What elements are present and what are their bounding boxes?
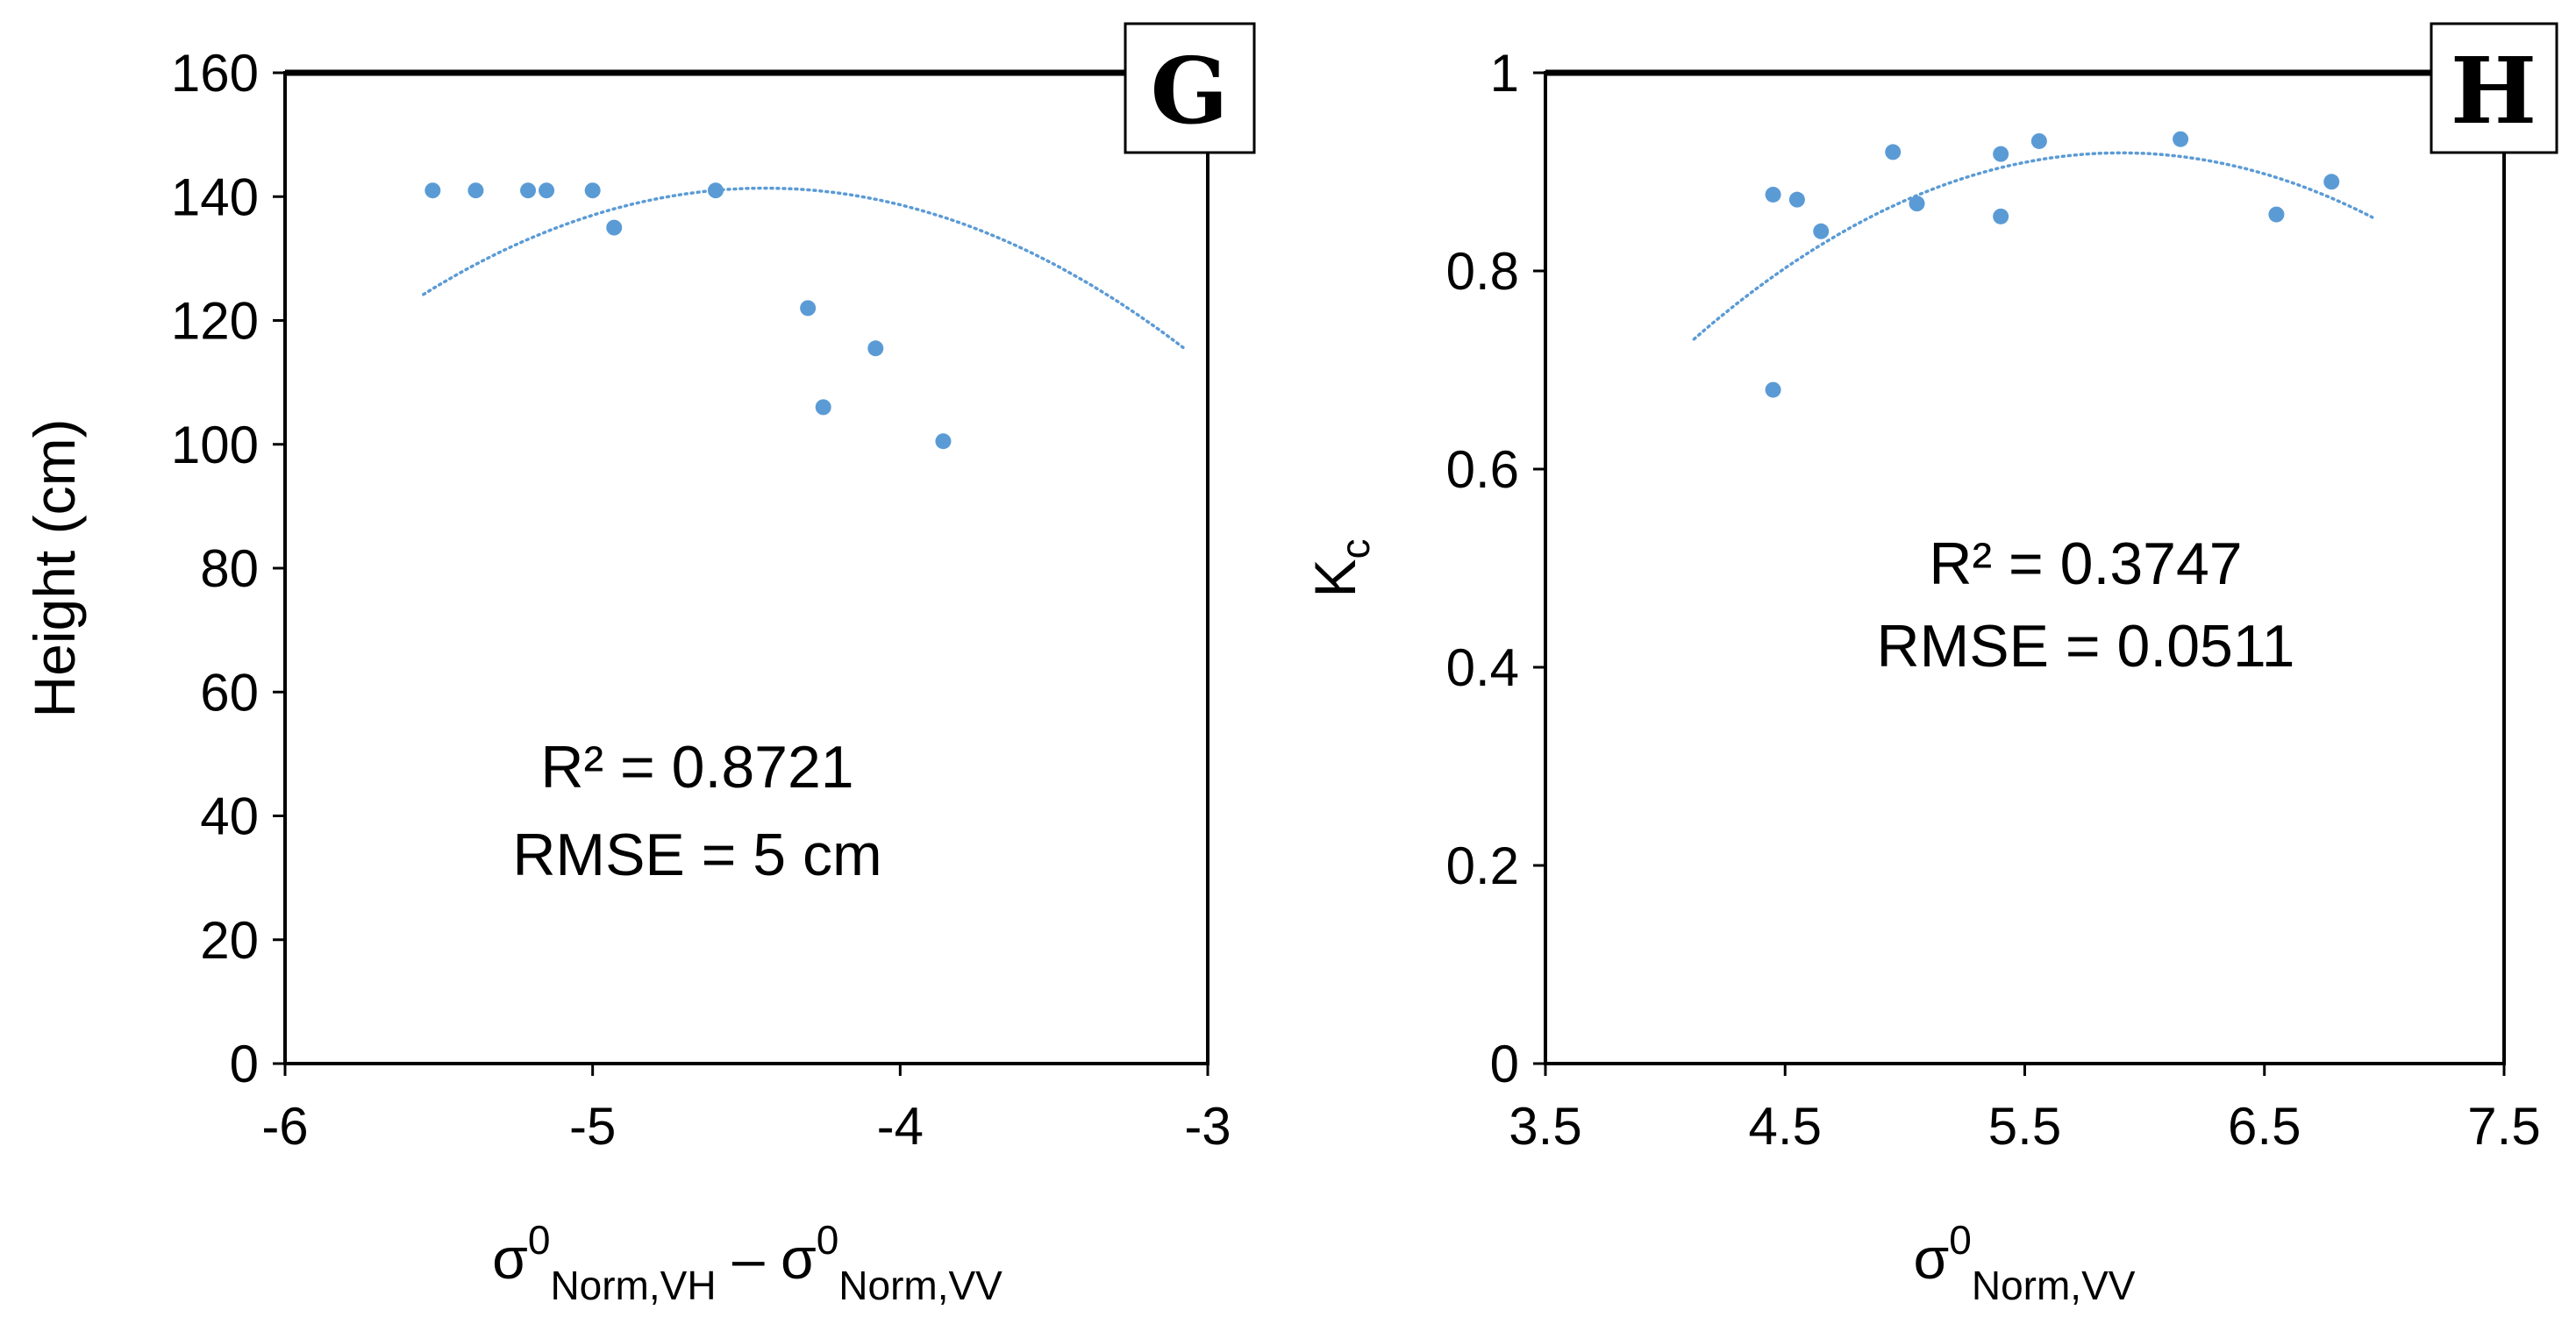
panel-g-y-tick-label: 20 bbox=[200, 911, 259, 970]
panel-h-y-tick-label: 1 bbox=[1490, 44, 1519, 103]
panel-h-data-point bbox=[1885, 144, 1902, 160]
panel-g-y-tick-label: 100 bbox=[171, 416, 259, 474]
panel-g-label: G bbox=[1151, 37, 1229, 145]
panel-g-y-tick-label: 60 bbox=[200, 663, 259, 722]
panel-h-data-point bbox=[2030, 132, 2047, 149]
panel-g-data-point bbox=[800, 300, 817, 317]
panel-g-y-tick-label: 140 bbox=[171, 167, 259, 226]
panel-h-y-tick-label: 0.6 bbox=[1446, 440, 1519, 499]
panel-h-x-axis-label: σ0Norm,VV bbox=[1914, 1217, 2136, 1308]
panel-g-data-point bbox=[606, 219, 623, 236]
panel-h-y-tick-label: 0 bbox=[1490, 1035, 1519, 1093]
panel-g-x-tick-label: -6 bbox=[261, 1097, 308, 1156]
panel-g-data-point bbox=[584, 182, 601, 199]
panel-h-r2-annotation: R² = 0.3747 bbox=[1929, 530, 2242, 597]
panel-g-y-axis-label: Height (cm) bbox=[22, 418, 87, 717]
panel-g-data-point bbox=[935, 433, 952, 450]
panel-g-plot-frame bbox=[283, 71, 1210, 1065]
panel-h-data-point bbox=[1788, 191, 1805, 208]
panel-g-r2-annotation: R² = 0.8721 bbox=[540, 734, 853, 801]
panel-h-y-tick-label: 0.8 bbox=[1446, 242, 1519, 301]
panel-h-x-tick-label: 4.5 bbox=[1749, 1097, 1822, 1156]
panel-h-label: H bbox=[2451, 37, 2537, 145]
panel-g-chart: 0 20 40 60 80 100 120 140 160 -6 -5 -4 -3 G R² = 0.8… bbox=[22, 22, 1256, 1308]
panel-g-label-box bbox=[1124, 22, 1256, 154]
panel-g-x-axis-label: σ0Norm,VH – σ0Norm,VV bbox=[492, 1217, 1003, 1308]
panel-g-data-point bbox=[867, 340, 884, 357]
panel-h-x-tick-label: 6.5 bbox=[2228, 1097, 2301, 1156]
panel-g-y-tick-label: 80 bbox=[200, 539, 259, 598]
panel-h-x-tick-label: 5.5 bbox=[1988, 1097, 2061, 1156]
panel-g-y-tick-label: 120 bbox=[171, 292, 259, 351]
panel-g-data-point bbox=[520, 182, 537, 199]
panel-g-x-tick-label: -5 bbox=[569, 1097, 616, 1156]
panel-h-trendline bbox=[1692, 151, 2374, 341]
panel-h-data-point bbox=[2173, 131, 2189, 147]
panel-h-data-point bbox=[1993, 208, 2009, 224]
panel-g-data-point bbox=[815, 399, 831, 416]
panel-g-y-tick-label: 0 bbox=[230, 1035, 259, 1093]
panel-h-data-point bbox=[1993, 146, 2009, 162]
panel-h-data-point bbox=[1813, 223, 1830, 239]
panel-g-data-point bbox=[707, 182, 724, 199]
panel-g-marks: 0 20 40 60 80 100 120 140 160 -6 -5 -4 -3 bbox=[171, 44, 1231, 1156]
panel-h-y-tick-label: 0.4 bbox=[1446, 638, 1519, 697]
panel-g-x-tick-label: -3 bbox=[1184, 1097, 1231, 1156]
panel-g-data-point bbox=[539, 182, 555, 199]
panel-g-data-point bbox=[467, 182, 484, 199]
panel-h-data-point bbox=[1909, 196, 1925, 212]
panel-h-data-point bbox=[2268, 206, 2285, 223]
panel-h-marks: 0 0.2 0.4 0.6 0.8 1 3.5 4.5 5.5 6.5 7.5 bbox=[1446, 44, 2541, 1156]
panel-h-label-box bbox=[2430, 22, 2558, 154]
panel-h-y-tick-label: 0.2 bbox=[1446, 836, 1519, 895]
panel-g-y-tick-label: 160 bbox=[171, 44, 259, 103]
panel-h-chart: 0 0.2 0.4 0.6 0.8 1 3.5 4.5 5.5 6.5 7.5 H R² = 0.3… bbox=[1302, 22, 2558, 1308]
panel-h-data-point bbox=[1765, 381, 1781, 398]
panel-g-data-point bbox=[425, 182, 441, 199]
panel-h-x-tick-label: 3.5 bbox=[1509, 1097, 1581, 1156]
panel-g-trendline bbox=[422, 186, 1185, 350]
panel-h-rmse-annotation: RMSE = 0.0511 bbox=[1877, 613, 2295, 680]
panel-h-data-point bbox=[2323, 174, 2340, 190]
panel-g-x-tick-label: -4 bbox=[877, 1097, 924, 1156]
panel-h-x-tick-label: 7.5 bbox=[2467, 1097, 2540, 1156]
panel-g-y-tick-label: 40 bbox=[200, 787, 259, 846]
panel-g-rmse-annotation: RMSE = 5 cm bbox=[512, 822, 881, 888]
panel-h-data-point bbox=[1765, 186, 1781, 203]
panel-h-y-axis-label: Kc bbox=[1302, 538, 1378, 597]
